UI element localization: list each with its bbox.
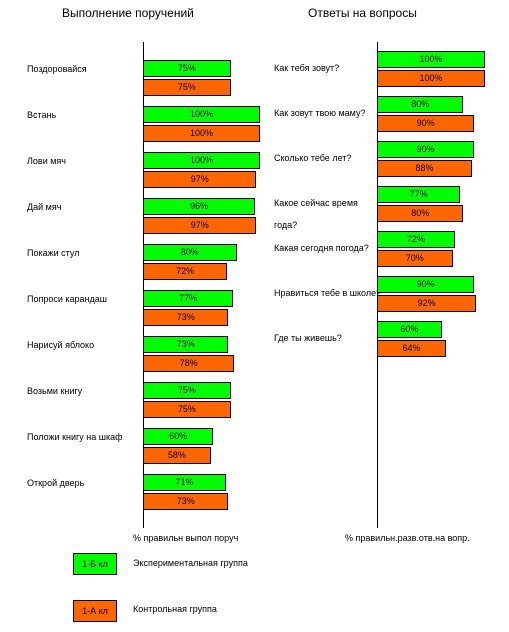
axis-line [143,42,144,528]
value-label: 100% [419,73,443,83]
bar: 58% [143,447,211,464]
category-label: Лови мяч [27,156,66,166]
bar: 75% [143,382,231,399]
value-label: 77% [409,189,428,199]
bar: 100% [143,125,260,142]
value-label: 70% [405,253,424,263]
bar: 73% [143,336,229,353]
value-label: 64% [402,343,421,353]
value-label: 80% [411,99,430,109]
category-label: Положи книгу на шкаф [27,432,123,442]
value-label: 73% [176,339,195,349]
category-label: Дай мяч [27,202,62,212]
category-label: Какая сегодня погода? [274,243,369,253]
bar: 92% [377,295,477,312]
bar: 80% [377,96,464,113]
bar: 90% [377,276,475,293]
bar: 100% [143,152,260,169]
value-label: 80% [411,208,430,218]
category-label: Возьми книгу [27,386,83,396]
bar: 97% [143,217,257,234]
bar: 77% [377,186,461,203]
value-label: 75% [177,82,196,92]
x-axis-label: % правильн выпол поруч [133,533,239,543]
value-label: 58% [167,450,186,460]
bar: 75% [143,60,231,77]
value-label: 80% [180,247,199,257]
value-label: 90% [416,118,435,128]
bar: 72% [377,231,455,248]
value-label: 92% [417,298,436,308]
bar: 80% [377,205,464,222]
bar: 73% [143,309,229,326]
value-label: 60% [169,431,188,441]
legend-swatch: 1-Б кл [73,553,117,575]
value-label: 75% [177,63,196,73]
bar: 88% [377,160,473,177]
bar: 64% [377,340,447,357]
value-label: 100% [189,155,214,165]
value-label: 75% [177,385,196,395]
value-label: 97% [190,220,209,230]
legend-label: Экспериментальная группа [133,558,248,568]
category-label: Как зовут твою маму? [274,108,366,118]
value-label: 72% [406,234,425,244]
value-label: 77% [179,293,198,303]
value-label: 73% [176,496,195,506]
bar: 80% [143,244,237,261]
value-label: 90% [416,144,435,154]
category-label: Какое сейчас время года? [274,198,358,230]
value-label: 75% [177,404,196,414]
bar: 75% [143,79,231,96]
category-label: Нарисуй яблоко [27,340,95,350]
value-label: 88% [415,163,434,173]
value-label: 78% [179,358,198,368]
category-label: Поздоровайся [27,64,87,74]
bar: 71% [143,474,227,491]
value-label: 73% [176,312,195,322]
value-label: 96% [190,201,209,211]
category-label: Где ты живешь? [274,333,342,343]
value-label: 100% [419,54,443,64]
bar: 100% [143,106,260,123]
bar: 97% [143,171,257,188]
bar: 60% [377,321,442,338]
legend-swatch: 1-А кл [73,600,117,622]
bar: 100% [377,70,485,87]
bar: 72% [143,263,228,280]
bar: 77% [143,290,234,307]
category-label: Покажи стул [27,248,80,258]
legend-label: Контрольная группа [133,604,217,614]
value-label: 100% [189,109,214,119]
category-label: Нравиться тебе в школе? [274,288,382,298]
bar: 78% [143,355,235,372]
bar: 73% [143,493,229,510]
bar: 60% [143,428,214,445]
bar: 90% [377,141,475,158]
category-label: Как тебя зовут? [274,63,340,73]
category-label: Открой дверь [27,478,85,488]
category-label: Встань [27,110,57,120]
chart-title: Ответы на вопросы [308,6,417,20]
chart-title: Выполнение поручений [62,6,194,20]
bar: 96% [143,198,256,215]
category-label: Сколько тебе лет? [274,153,352,163]
bar: 70% [377,250,453,267]
x-axis-label: % правильн.разв.отв.на вопр. [345,533,470,543]
value-label: 60% [400,324,419,334]
value-label: 97% [190,174,209,184]
bar: 75% [143,401,231,418]
category-label: Попроси карандаш [27,294,107,304]
value-label: 90% [416,279,435,289]
value-label: 100% [189,128,214,138]
bar: 90% [377,115,475,132]
value-label: 72% [176,266,195,276]
value-label: 71% [175,477,194,487]
bar: 100% [377,51,485,68]
